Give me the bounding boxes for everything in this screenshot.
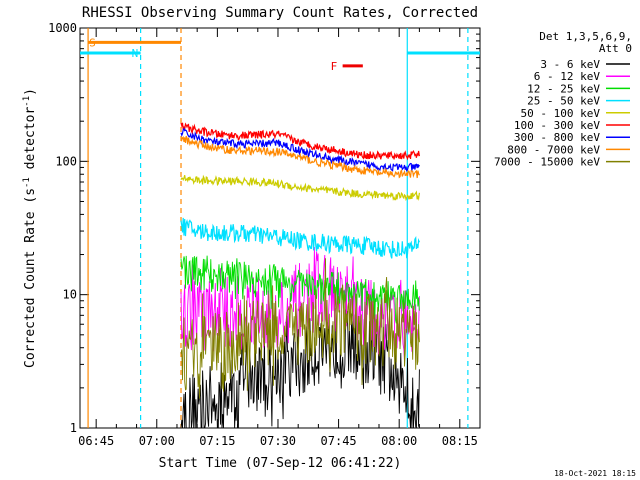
x-axis-label: Start Time (07-Sep-12 06:41:22) [159,456,402,471]
legend-label: 6 - 12 keV [534,70,601,83]
overlay-markers: S N F [80,28,480,428]
legend-label: 3 - 6 keV [540,58,600,71]
plot-area [79,27,481,429]
legend-label: 50 - 100 keV [521,107,601,120]
x-tick-label: 08:00 [381,434,417,448]
y-axis-label-sup1: -1 [22,177,32,188]
x-tick-label: 07:45 [321,434,357,448]
y-tick-label: 1000 [48,21,77,35]
y-axis: 1 10 100 1000 [48,21,480,435]
x-tick-label: 07:00 [139,434,175,448]
series-layer [180,122,420,429]
legend-label: 12 - 25 keV [527,82,600,95]
series-line [180,127,420,172]
y-axis-label-end: ) [23,88,38,96]
x-tick-label: 07:15 [199,434,235,448]
plot-frame [79,27,481,429]
y-tick-label: 1 [70,421,77,435]
x-tick-label: 06:45 [78,434,114,448]
series-line [180,217,420,259]
series-line [180,122,420,161]
y-axis-label-mid: detector [23,107,38,178]
x-axis: 06:45 07:00 07:15 07:30 07:45 08:00 08:15 [78,28,481,448]
legend-label: 25 - 50 keV [527,95,600,108]
saa-label: S [89,36,96,49]
y-axis-label-main: Corrected Count Rate (s [23,188,38,368]
chart-title: RHESSI Observing Summary Count Rates, Co… [82,5,478,21]
series-line [180,135,420,179]
legend-label: 7000 - 15000 keV [494,156,600,169]
night-label: N [132,47,139,60]
x-tick-label: 07:30 [260,434,296,448]
y-axis-label: Corrected Count Rate (s-1 detector-1) [22,88,38,368]
y-tick-label: 100 [55,154,77,168]
legend-header-line1: Det 1,3,5,6,9, [539,30,632,43]
x-tick-label: 08:15 [442,434,478,448]
series-line [180,258,420,399]
legend-header-line2: Att 0 [599,42,632,55]
series-line [180,174,420,202]
legend-label: 100 - 300 keV [514,119,600,132]
legend-label: 300 - 800 keV [514,131,600,144]
y-axis-label-sup2: -1 [22,96,32,107]
legend-label: 800 - 7000 keV [507,143,600,156]
flare-label: F [331,60,338,73]
footer-date: 18-Oct-2021 18:15 [554,469,636,478]
series-line [180,255,420,324]
y-tick-label: 10 [63,288,77,302]
